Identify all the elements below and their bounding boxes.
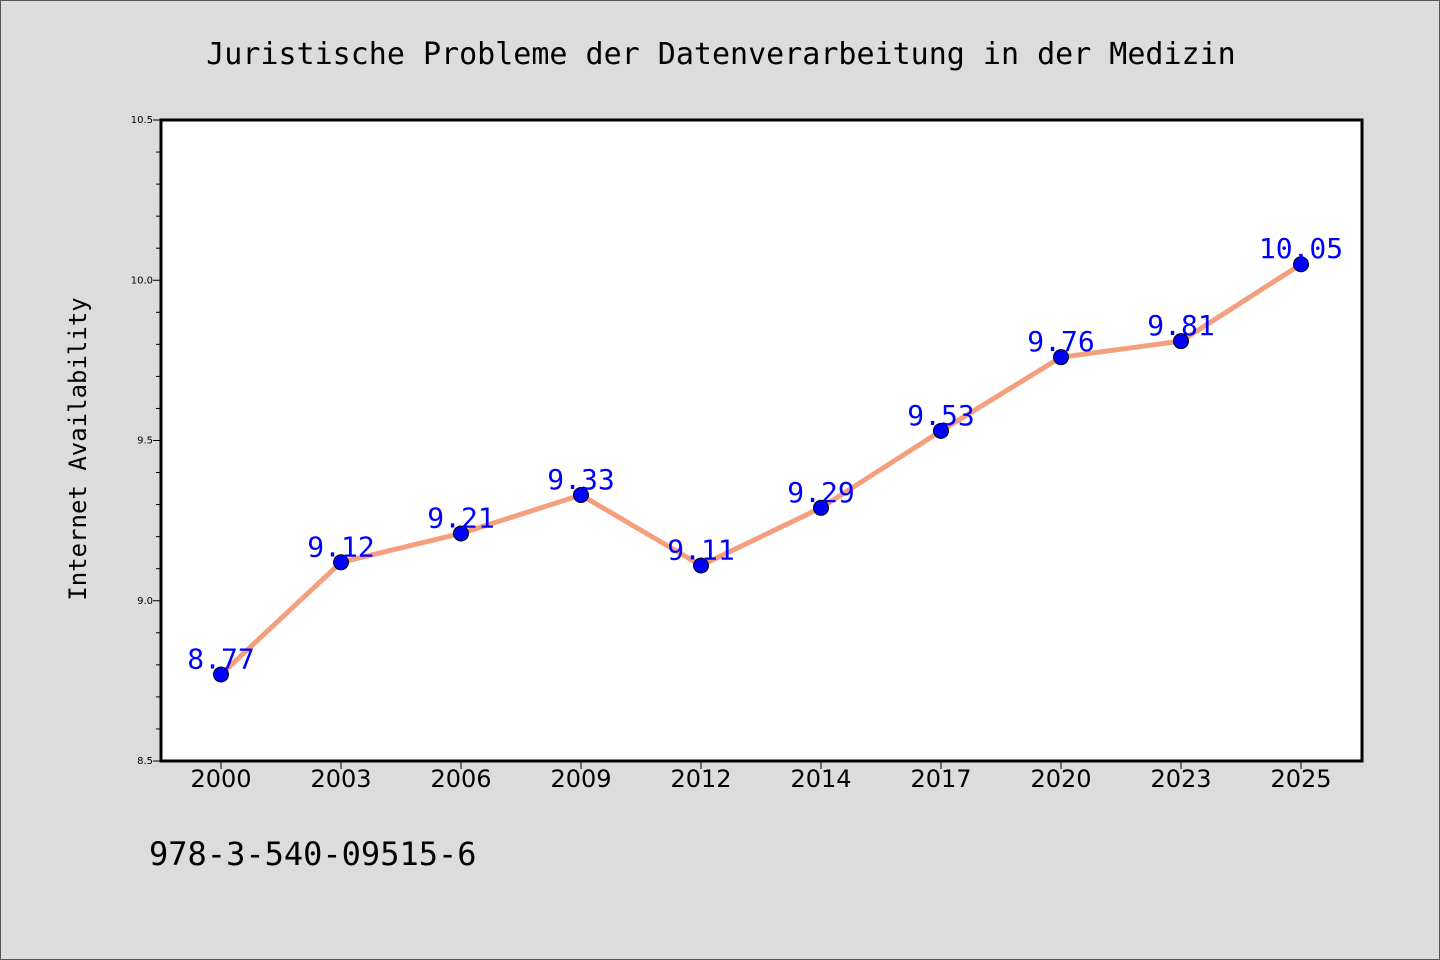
x-tick-label: 2023 [1150, 765, 1211, 793]
data-point [333, 554, 349, 571]
data-point [573, 486, 589, 503]
y-tick-label: 9.5 [137, 436, 153, 447]
x-tick-label: 2003 [310, 765, 371, 793]
y-axis-ticks: 8.5 9.0 9.5 10.0 10.5 [131, 115, 161, 767]
data-label: 9.29 [787, 476, 854, 509]
data-point [1173, 333, 1189, 350]
data-label: 9.33 [547, 463, 614, 496]
y-tick-label: 10.5 [131, 115, 153, 126]
y-tick-label: 9.0 [137, 596, 153, 607]
data-label: 9.21 [427, 501, 494, 534]
data-point [213, 666, 229, 683]
series-group [218, 261, 1304, 677]
x-axis-ticks: 2000 2003 2006 2009 2012 2014 2017 2020 2023 2025 [190, 761, 1332, 793]
series-line [218, 261, 1304, 677]
x-tick-label: 2000 [190, 765, 251, 793]
data-label: 9.12 [307, 530, 374, 563]
chart-title: Juristische Probleme der Datenverarbeitu… [206, 37, 1236, 72]
data-point [933, 422, 949, 439]
y-tick-label: 10.0 [131, 275, 153, 286]
y-axis-label: Internet Availability [64, 297, 92, 600]
data-label: 9.81 [1147, 309, 1214, 342]
x-tick-label: 2006 [430, 765, 491, 793]
y-tick-label: 8.5 [137, 756, 153, 767]
data-point [813, 499, 829, 516]
x-tick-label: 2017 [910, 765, 971, 793]
data-labels-group: 8.77 9.12 9.21 9.33 9.11 9.29 9.53 9.76 9.81 10.0… [187, 232, 1343, 675]
data-label: 9.11 [667, 533, 734, 566]
data-label: 9.76 [1027, 325, 1094, 358]
isbn-footer: 978-3-540-09515-6 [149, 835, 477, 873]
x-tick-label: 2020 [1030, 765, 1091, 793]
data-point [453, 525, 469, 542]
x-tick-label: 2012 [670, 765, 731, 793]
x-tick-label: 2014 [790, 765, 851, 793]
data-point [693, 557, 709, 574]
data-label: 10.05 [1259, 232, 1343, 265]
x-tick-label: 2009 [550, 765, 611, 793]
data-label: 8.77 [187, 642, 254, 675]
markers-group [213, 256, 1309, 683]
x-tick-label: 2025 [1270, 765, 1331, 793]
data-point [1053, 349, 1069, 366]
data-label: 9.53 [907, 399, 974, 432]
plot-area [159, 118, 1364, 763]
data-point [1293, 256, 1309, 273]
